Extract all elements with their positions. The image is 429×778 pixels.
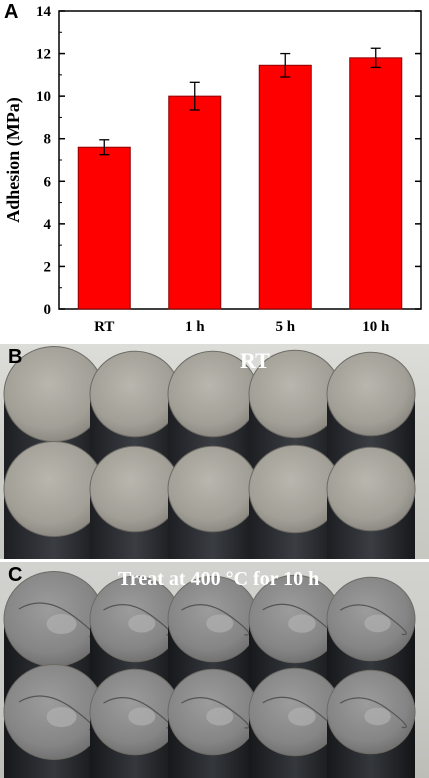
bar-RT: [77, 146, 131, 310]
y-axis: 0 2 4 6 8 10 12 14: [36, 4, 421, 318]
specimen-face-rt-front-5: [326, 446, 416, 532]
exposed-substrate: [46, 614, 77, 634]
caption-treated: Treat at 400 °C for 10 h: [118, 568, 320, 590]
specimens-rt-photo: [3, 346, 416, 559]
exposed-substrate: [364, 614, 391, 633]
x-tick-label: 1 h: [185, 319, 205, 335]
exposed-substrate: [206, 614, 234, 633]
exposed-substrate: [46, 707, 77, 727]
y-tick-label: 8: [44, 132, 52, 148]
specimen-face-rt-back-5: [326, 351, 416, 437]
exposed-substrate: [364, 707, 391, 726]
y-tick-label: 0: [44, 302, 52, 318]
exposed-substrate: [288, 707, 316, 726]
x-tick-label: 5 h: [275, 319, 295, 335]
x-axis: RT 1 h 5 h 10 h: [94, 303, 390, 335]
y-tick-label: 10: [36, 89, 51, 105]
panel-label-c: C: [8, 564, 23, 586]
y-axis-title: Adhesion (MPa): [3, 97, 24, 223]
photo-panel-rt: B RT: [0, 344, 429, 559]
exposed-substrate: [288, 614, 316, 633]
y-tick-label: 4: [44, 217, 52, 233]
specimen-face-rt-back-2: [89, 350, 181, 438]
y-tick-label: 2: [44, 259, 52, 275]
bar-10h: [349, 57, 403, 310]
y-tick-label: 14: [36, 4, 52, 20]
crack-mark: [181, 697, 250, 729]
caption-rt: RT: [240, 348, 270, 373]
chart-svg: A 0 2 4 6 8 10 12 14 RT 1 h 5 h 10 h Adhesion (MPa…: [3, 1, 422, 335]
specimens-treated-photo: [3, 571, 416, 778]
y-tick-label: 6: [44, 174, 52, 190]
bars: [77, 47, 403, 310]
panel-label-a: A: [4, 1, 18, 23]
x-tick-label: 10 h: [362, 319, 390, 335]
crack-mark: [339, 697, 407, 729]
exposed-substrate: [206, 707, 234, 726]
bar-1h: [168, 95, 222, 310]
crack-mark: [339, 604, 407, 636]
exposed-substrate: [128, 707, 156, 726]
specimen-face-rt-front-3: [167, 445, 259, 533]
adhesion-bar-chart: A 0 2 4 6 8 10 12 14 RT 1 h 5 h 10 h Adhesion (MPa…: [0, 0, 429, 342]
bar-5h: [258, 64, 312, 310]
exposed-substrate: [128, 614, 156, 633]
x-tick-label: RT: [94, 319, 114, 335]
y-tick-label: 12: [36, 47, 51, 63]
panel-label-b: B: [8, 346, 23, 368]
specimen-face-rt-front-1: [3, 441, 105, 537]
specimen-face-rt-front-2: [89, 445, 181, 533]
photo-panel-treated: C Treat at 400 °C for 10 h: [0, 562, 429, 778]
crack-mark: [181, 604, 250, 636]
